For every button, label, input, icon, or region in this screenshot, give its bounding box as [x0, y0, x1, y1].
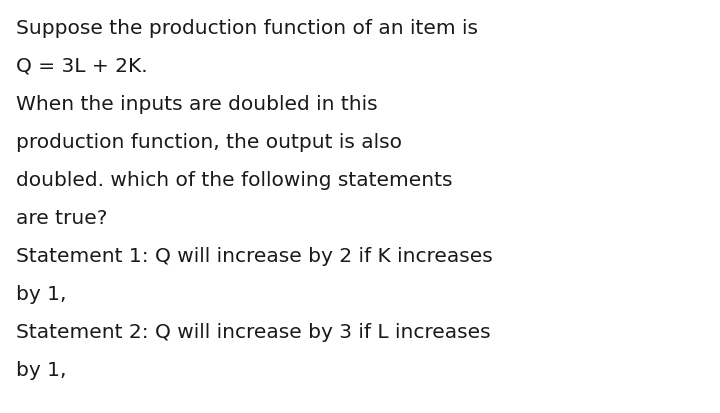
Text: production function, the output is also: production function, the output is also: [16, 133, 402, 152]
Text: are true?: are true?: [16, 209, 107, 228]
Text: Statement 1: Q will increase by 2 if K increases: Statement 1: Q will increase by 2 if K i…: [16, 247, 492, 266]
Text: When the inputs are doubled in this: When the inputs are doubled in this: [16, 95, 377, 114]
Text: doubled. which of the following statements: doubled. which of the following statemen…: [16, 171, 452, 190]
Text: Suppose the production function of an item is: Suppose the production function of an it…: [16, 19, 478, 38]
Text: Statement 2: Q will increase by 3 if L increases: Statement 2: Q will increase by 3 if L i…: [16, 323, 490, 342]
Text: by 1,: by 1,: [16, 361, 66, 380]
Text: by 1,: by 1,: [16, 285, 66, 304]
Text: Q = 3L + 2K.: Q = 3L + 2K.: [16, 57, 148, 76]
